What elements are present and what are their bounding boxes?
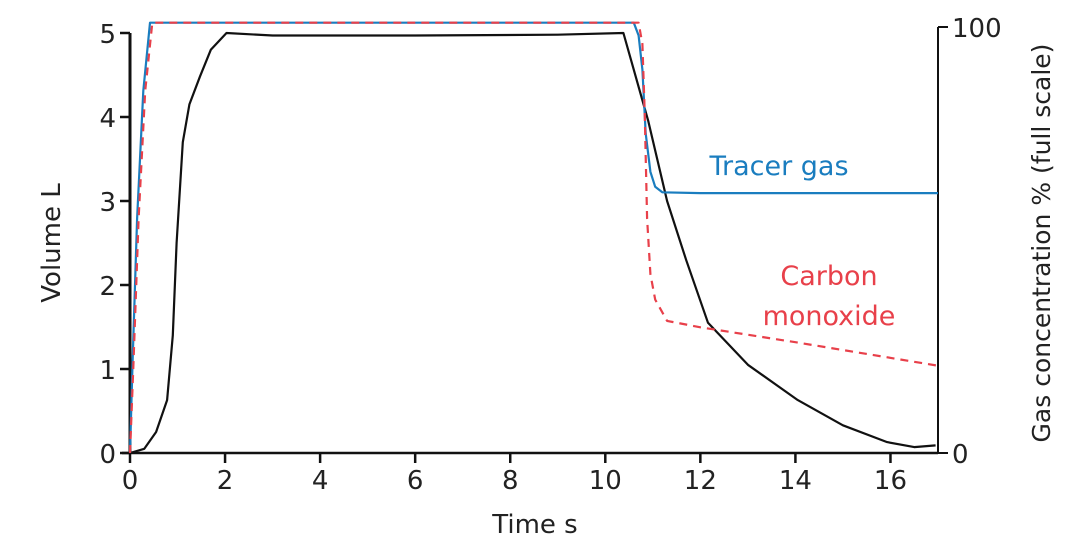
series-line-volume — [129, 31, 936, 455]
x-tick-label: 8 — [502, 466, 519, 496]
x-tick-label: 12 — [684, 466, 717, 496]
annotation-carbon: Carbon — [780, 261, 877, 292]
y2-axis-label: Gas concentration % (full scale) — [1027, 44, 1056, 443]
x-tick-label: 2 — [217, 466, 234, 496]
annotation-monoxide: monoxide — [763, 301, 896, 332]
y-tick-label: 1 — [99, 356, 116, 386]
x-tick-label: 0 — [122, 466, 139, 496]
x-tick-label: 10 — [589, 466, 622, 496]
y-tick-label: 4 — [99, 104, 116, 134]
x-tick-label: 16 — [874, 466, 907, 496]
y-tick-label: 3 — [99, 188, 116, 218]
y-tick-label: 5 — [99, 20, 116, 50]
y2-tick-label: 0 — [952, 440, 969, 470]
y-axis-label: Volume L — [37, 183, 67, 303]
x-tick-label: 14 — [779, 466, 812, 496]
series-line-tracer-gas — [128, 21, 938, 454]
series-line-carbon-monoxide — [128, 21, 939, 454]
x-tick-label: 4 — [312, 466, 329, 496]
y-tick-label: 0 — [99, 440, 116, 470]
annotation-tracer-gas: Tracer gas — [708, 151, 848, 182]
y-tick-label: 2 — [99, 272, 116, 302]
y2-tick-label: 100 — [952, 14, 1002, 44]
x-axis-label: Time s — [491, 510, 577, 540]
x-tick-label: 6 — [407, 466, 424, 496]
